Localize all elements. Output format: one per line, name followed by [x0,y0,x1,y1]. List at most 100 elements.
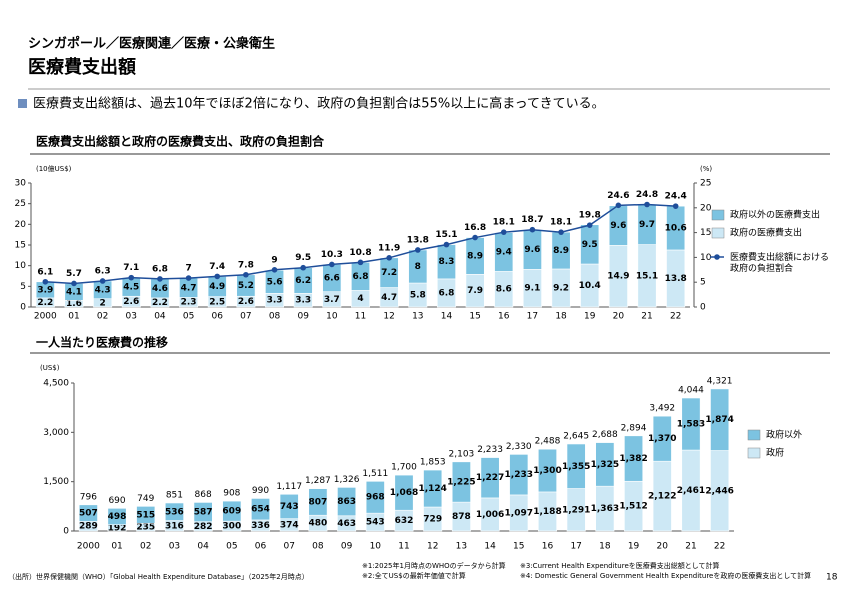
legend-label: 政府以外の医療費支出 [730,209,820,221]
data-label: 15.1 [435,230,457,240]
data-label: 543 [366,518,385,528]
data-label: 654 [251,505,270,515]
x-tick-label: 03 [126,312,137,322]
data-label: 11.9 [378,243,400,253]
line-point [500,229,507,235]
total-label: 2,688 [592,430,618,440]
data-label: 2,446 [705,486,733,496]
data-label: 8.9 [467,251,483,261]
data-label: 4.3 [95,285,111,295]
data-label: 8.9 [553,246,569,256]
line-point [529,226,536,233]
line-point [386,255,392,261]
data-label: 24.8 [636,190,658,200]
data-label: 3.3 [295,296,311,306]
total-label: 749 [137,494,154,504]
title: 医療費支出額 [28,56,136,78]
line-point [300,264,306,271]
total-label: 2,488 [535,437,561,447]
y-tick-label: 20 [15,220,27,230]
page-number: 18 [826,573,838,583]
total-label: 4,321 [707,376,733,386]
bar-segment [279,493,299,519]
data-label: 4.7 [381,293,397,303]
data-label: 743 [280,502,299,512]
data-label: 8.3 [438,257,454,267]
bar-segment [652,415,672,462]
x-tick-label: 21 [685,542,696,552]
note: ※4: Domestic General Government Health E… [520,571,811,580]
line-point [644,201,650,208]
x-tick-label: 18 [599,542,611,552]
data-label: 1,355 [562,462,590,472]
legend-label: 政府 [766,447,784,459]
data-label: 968 [366,493,385,503]
data-label: 10.8 [349,248,371,258]
data-label: 609 [222,507,241,517]
y2-axis-unit: (%) [700,165,712,173]
data-label: 9.5 [295,253,311,263]
x-tick-label: 22 [670,312,681,322]
y-tick-label: 30 [15,179,27,189]
x-tick-label: 14 [441,312,453,322]
data-label: 6.1 [37,267,53,277]
data-label: 1,370 [648,434,676,444]
data-label: 316 [165,521,184,531]
data-label: 2.6 [238,297,254,307]
data-label: 1,382 [619,454,647,464]
data-label: 2,461 [677,486,705,496]
x-tick-label: 13 [456,542,467,552]
data-label: 18.1 [493,218,515,228]
data-label: 13.8 [665,274,687,284]
x-tick-label: 07 [283,542,294,552]
y2-tick-label: 25 [700,179,711,189]
data-label: 1,006 [476,510,504,520]
summary: 医療費支出総額は、過去10年でほぼ2倍になり、政府の負担割合は55%以上に高まっ… [33,96,605,112]
data-label: 1,300 [533,466,561,476]
bar-segment [423,469,443,508]
data-label: 4.9 [209,282,225,292]
x-tick-label: 12 [383,312,394,322]
data-label: 515 [136,510,155,520]
line-point [71,280,77,287]
line-point [185,275,192,281]
data-label: 6.2 [295,276,311,286]
chart-title: 一人当たり医療費の推移 [36,335,168,350]
x-tick-label: 02 [97,312,108,322]
bar-segment [193,502,213,523]
data-label: 2.6 [123,297,139,307]
y-tick-label: 3,000 [43,428,69,438]
data-label: 6.8 [438,288,454,298]
data-label: 1,188 [533,507,561,517]
data-label: 5.2 [238,281,254,291]
data-label: 9.7 [639,220,655,230]
data-label: 6.8 [152,264,168,274]
bar-segment [451,461,471,503]
data-label: 9.5 [582,240,598,250]
note: ※3:Current Health Expenditureを医療費支出総額として… [520,561,720,570]
data-label: 1,225 [447,477,475,487]
y-tick-label: 0 [20,303,26,313]
x-tick-label: 11 [398,542,409,552]
data-label: 10.4 [579,281,601,291]
total-label: 868 [195,490,212,500]
y-axis-unit: (10億US$) [36,164,72,173]
x-tick-label: 21 [641,312,652,322]
x-tick-label: 12 [427,542,438,552]
y-tick-label: 1,500 [43,477,69,487]
legend-marker [714,254,720,260]
total-label: 1,326 [334,475,360,485]
bar-segment [509,454,529,496]
bar-segment [251,498,271,521]
data-label: 5.8 [410,291,426,301]
note: ※1:2025年1月時点のWHOのデータから計算 [362,561,506,570]
chart-title: 医療費支出総額と政府の医療費支出、政府の負担割合 [36,134,325,149]
legend-label: 政府以外 [766,429,802,441]
data-label: 8 [415,262,421,272]
line-point [672,203,679,209]
line-point [128,274,135,281]
legend-swatch [747,429,761,441]
data-label: 463 [337,519,356,529]
data-label: 6.8 [353,272,369,282]
data-label: 863 [337,497,356,507]
